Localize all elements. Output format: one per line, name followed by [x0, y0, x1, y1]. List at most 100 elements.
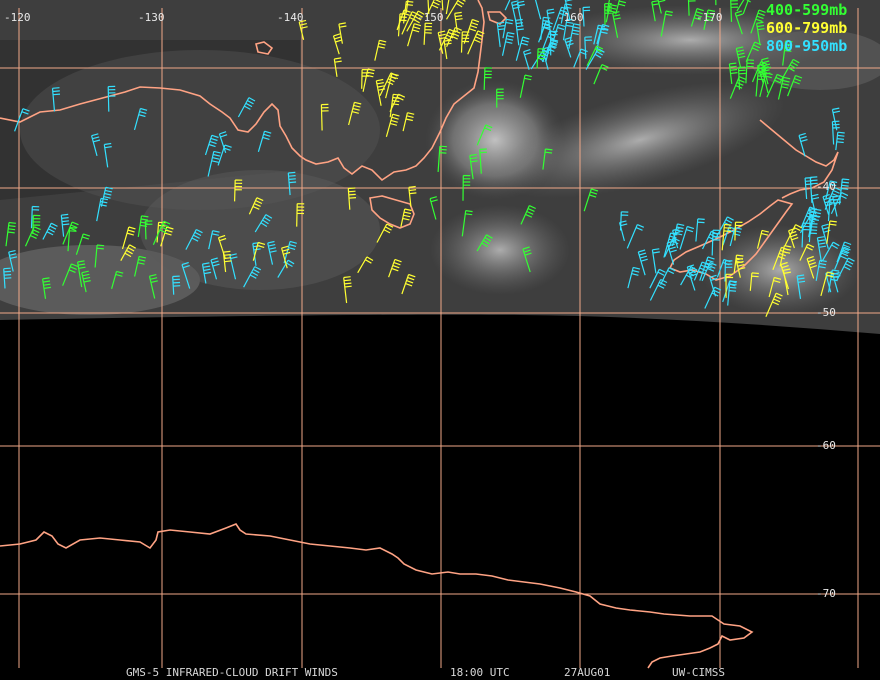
- wind-barb: [725, 273, 734, 298]
- wind-barb: [582, 6, 591, 27]
- wind-barb: [257, 130, 272, 152]
- wind-barb: [252, 241, 266, 261]
- wind-barb: [715, 216, 734, 239]
- wind-barb: [107, 85, 116, 112]
- legend-entry-400-599mb: 400-599mb: [766, 1, 847, 19]
- new-zealand-north-coastline: [759, 119, 839, 199]
- wind-barb: [3, 267, 12, 289]
- wind-barb: [8, 250, 18, 272]
- wind-barb: [137, 215, 149, 237]
- wind-barb: [357, 256, 374, 274]
- wind-barb: [583, 188, 599, 212]
- longitude-label: -160: [557, 11, 584, 24]
- wind-barb: [185, 228, 203, 250]
- wind-barb: [806, 255, 817, 279]
- wind-barb: [679, 225, 695, 250]
- wind-barb: [437, 30, 447, 54]
- wind-barb: [730, 0, 739, 22]
- wind-barb: [562, 18, 574, 41]
- latitude-label: -50: [816, 306, 836, 319]
- wind-barb: [120, 244, 136, 261]
- wind-barbs-400-599mb: [5, 0, 803, 299]
- wind-barb: [467, 30, 485, 55]
- wind-barb: [234, 179, 243, 202]
- wind-barb: [690, 8, 704, 27]
- wind-barb: [254, 214, 273, 233]
- wind-barb: [237, 97, 256, 118]
- wind-barb: [267, 240, 277, 265]
- wind-barb: [218, 131, 228, 153]
- wind-barb: [333, 57, 342, 77]
- wind-barb: [585, 48, 605, 70]
- wind-barb: [152, 220, 171, 245]
- wind-barb: [217, 144, 232, 166]
- wind-barb: [550, 23, 566, 47]
- wind-barb: [766, 73, 784, 98]
- wind-barb: [649, 278, 668, 301]
- wind-barb: [516, 0, 525, 27]
- wind-barb: [243, 266, 262, 288]
- wind-barb: [541, 30, 557, 51]
- wind-barb: [454, 11, 463, 32]
- wind-barb: [735, 46, 746, 69]
- wind-barb: [755, 72, 765, 97]
- wind-barb: [483, 67, 492, 90]
- wind-barb: [408, 185, 417, 207]
- wind-barb: [375, 78, 386, 106]
- wind-barb: [722, 226, 736, 246]
- wind-barb: [496, 88, 504, 108]
- wind-barb: [831, 120, 840, 145]
- wind-barb: [568, 23, 581, 49]
- wind-barb: [612, 11, 621, 38]
- wind-barb: [520, 205, 536, 225]
- wind-barb: [836, 241, 852, 263]
- wind-barb: [649, 268, 666, 289]
- wind-barb: [42, 277, 51, 299]
- wind-barb: [476, 124, 493, 146]
- wind-barb: [538, 20, 553, 43]
- wind-barb: [389, 93, 401, 118]
- wind-barb: [838, 178, 850, 205]
- wind-barb: [780, 261, 790, 290]
- legend-entry-600-799mb: 600-799mb: [766, 19, 847, 37]
- wind-barb: [593, 64, 609, 85]
- longitude-label: -120: [4, 11, 31, 24]
- wind-barb: [91, 133, 101, 157]
- wind-barb: [782, 40, 793, 66]
- footer-time: 18:00 UTC: [450, 666, 510, 679]
- wind-barb: [666, 240, 677, 265]
- wind-barb: [385, 113, 400, 137]
- wind-barb: [660, 10, 673, 37]
- wind-barb: [810, 193, 820, 215]
- wind-barb: [756, 229, 769, 249]
- pressure-legend: 400-599mb 600-799mb 800-950mb: [766, 1, 847, 55]
- wind-barb: [761, 57, 771, 85]
- wind-barb: [826, 220, 837, 244]
- wind-barb: [121, 226, 136, 250]
- wind-barb: [784, 224, 803, 247]
- wind-barb: [348, 101, 362, 126]
- wind-barb: [502, 18, 514, 39]
- wind-barb: [825, 180, 838, 199]
- wind-barb: [81, 270, 91, 293]
- longitude-label: -130: [138, 11, 165, 24]
- wind-barb: [96, 197, 109, 222]
- longitude-label: -150: [417, 11, 444, 24]
- wind-barb: [347, 187, 357, 210]
- wind-barb: [724, 260, 733, 282]
- wind-barb: [593, 24, 606, 45]
- wind-barb: [379, 72, 398, 96]
- wind-barb: [496, 21, 506, 48]
- antarctica-coastline: [0, 523, 754, 669]
- wind-barb: [479, 148, 487, 174]
- wind-barb: [208, 230, 220, 250]
- wind-barb: [443, 39, 452, 60]
- wind-barb: [827, 195, 838, 222]
- wind-barb: [67, 227, 77, 252]
- wind-barb: [824, 187, 842, 210]
- wind-barb: [42, 222, 58, 240]
- wind-barb: [60, 213, 70, 237]
- wind-barb: [405, 0, 409, 13]
- wind-barb: [388, 258, 402, 278]
- longitude-label: -170: [696, 11, 723, 24]
